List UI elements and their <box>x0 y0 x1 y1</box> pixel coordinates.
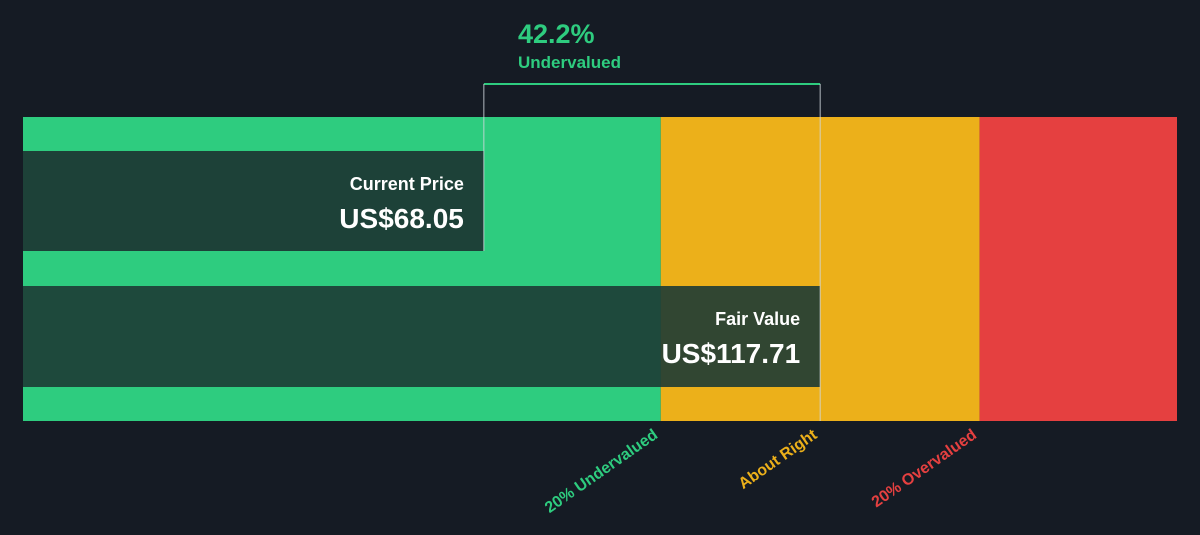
fair-value-label: Fair Value <box>715 309 800 329</box>
fair-value-value: US$117.71 <box>662 338 801 369</box>
discount-percent: 42.2% <box>518 19 595 49</box>
discount-label: Undervalued <box>518 53 621 72</box>
zone-label-about-right: About Right <box>736 426 821 493</box>
zone-label-overvalued: 20% Overvalued <box>869 426 980 511</box>
current-price-bar <box>23 151 484 251</box>
zone-label-undervalued: 20% Undervalued <box>542 426 661 516</box>
discount-bracket <box>483 83 821 421</box>
current-price-value: US$68.05 <box>339 203 464 234</box>
current-price-label: Current Price <box>350 174 464 194</box>
fair-value-bar <box>23 286 821 387</box>
zone-overvalued <box>979 117 1177 421</box>
